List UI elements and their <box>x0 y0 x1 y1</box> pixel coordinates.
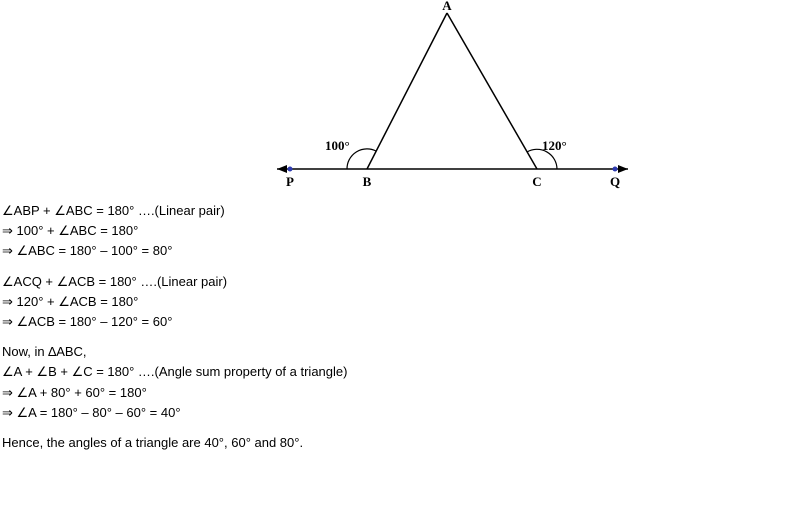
proof-line: ⇒ ∠A = 180° – 80° – 60° = 40° <box>2 404 783 422</box>
proof-line: Now, in ∆ABC, <box>2 343 783 361</box>
proof-line: ⇒ 100° + ∠ABC = 180° <box>2 222 783 240</box>
proof-line: ∠ACQ + ∠ACB = 180° ….(Linear pair) <box>2 273 783 291</box>
label-P: P <box>286 174 294 189</box>
label-B: B <box>363 174 372 189</box>
proof-line: ⇒ ∠ACB = 180° – 120° = 60° <box>2 313 783 331</box>
proof-line: ⇒ ∠A + 80° + 60° = 180° <box>2 384 783 402</box>
proof-line: ⇒ ∠ABC = 180° – 100° = 80° <box>2 242 783 260</box>
label-C: C <box>532 174 541 189</box>
proof-line: ∠ABP + ∠ABC = 180° ….(Linear pair) <box>2 202 783 220</box>
proof-line: ∠A + ∠B + ∠C = 180° ….(Angle sum propert… <box>2 363 783 381</box>
angle-label-B: 100° <box>325 138 350 153</box>
label-A: A <box>442 0 452 13</box>
proof-body: ∠ABP + ∠ABC = 180° ….(Linear pair) ⇒ 100… <box>0 200 785 452</box>
proof-line: Hence, the angles of a triangle are 40°,… <box>2 434 783 452</box>
angle-label-C: 120° <box>542 138 567 153</box>
triangle-diagram: A B C P Q 100° 120° <box>0 0 785 200</box>
proof-line: ⇒ 120° + ∠ACB = 180° <box>2 293 783 311</box>
label-Q: Q <box>610 174 620 189</box>
